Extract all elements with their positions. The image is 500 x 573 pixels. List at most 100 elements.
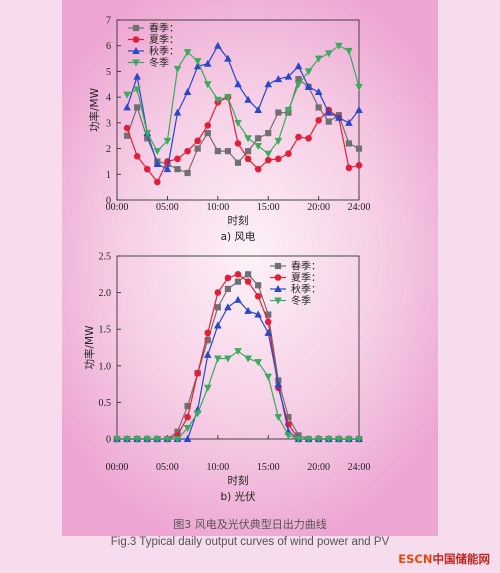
data-point: [265, 311, 272, 318]
data-point: [184, 147, 191, 155]
data-point: [355, 106, 363, 113]
data-point: [163, 165, 172, 173]
data-point: [244, 155, 252, 163]
data-point: [214, 355, 222, 363]
data-point: [224, 303, 232, 311]
chart-caption: a) 风电: [221, 230, 256, 243]
data-point: [224, 94, 232, 102]
data-point: [144, 135, 151, 142]
data-point: [214, 148, 221, 155]
y-tick-label: 7: [106, 16, 111, 27]
data-point: [264, 328, 273, 336]
data-point: [255, 282, 262, 289]
data-point: [314, 55, 323, 63]
legend-marker: [132, 24, 140, 32]
y-tick-label: 3: [106, 118, 111, 129]
y-tick-label: 2: [106, 144, 111, 155]
legend-marker: [274, 285, 282, 292]
data-point: [244, 135, 252, 143]
chart-wind: 00:00 05:00 10:00 15:00 20:00 24:00 0 1 2 3 4 5 6 7 时刻…: [88, 16, 370, 244]
legend-marker: [274, 297, 282, 305]
data-point: [335, 113, 343, 121]
series-1: [123, 93, 363, 186]
x-tick-label: 00:00: [106, 202, 129, 213]
data-point: [324, 50, 333, 58]
data-point: [244, 306, 252, 314]
data-point: [244, 271, 252, 278]
data-point: [254, 310, 262, 318]
data-point: [234, 119, 242, 127]
data-point: [254, 359, 262, 367]
data-point: [264, 80, 273, 88]
data-point: [335, 42, 343, 50]
data-point: [224, 285, 232, 293]
data-point: [264, 156, 272, 164]
x-tick-label: 15:00: [257, 202, 280, 213]
data-point: [174, 428, 181, 435]
y-tick-label: 0: [106, 435, 111, 446]
data-point: [325, 118, 332, 125]
legend-label: 秋季：: [291, 283, 321, 296]
data-point: [174, 155, 181, 163]
data-point: [153, 436, 162, 443]
data-point: [143, 436, 152, 443]
legend-label: 夏季：: [291, 272, 321, 284]
data-point: [134, 104, 141, 111]
data-point: [234, 140, 242, 147]
data-point: [304, 436, 313, 443]
legend-marker: [274, 262, 282, 270]
data-point: [244, 278, 252, 285]
data-point: [284, 72, 293, 80]
x-tick-label: 24:00: [348, 462, 371, 473]
data-point: [214, 96, 222, 104]
data-point: [345, 164, 353, 172]
data-point: [194, 137, 201, 145]
data-point: [203, 350, 212, 358]
chart-caption: b) 光伏: [220, 490, 256, 503]
data-point: [234, 159, 242, 166]
data-point: [224, 54, 232, 62]
data-point: [153, 160, 162, 167]
data-point: [123, 124, 131, 132]
figure-panel: [62, 0, 438, 536]
legend-marker: [132, 59, 140, 67]
data-point: [224, 148, 232, 155]
legend-label: 春季：: [291, 261, 321, 273]
x-axis-label: 时刻: [228, 474, 249, 487]
data-point: [275, 109, 282, 116]
data-point: [294, 62, 303, 70]
data-point: [214, 304, 221, 311]
data-point: [173, 108, 182, 116]
data-point: [264, 150, 273, 158]
data-point: [203, 59, 212, 67]
y-tick-label: 1.0: [99, 361, 112, 372]
plot-frame: [116, 255, 360, 440]
data-point: [345, 118, 353, 126]
data-point: [355, 145, 363, 152]
data-point: [254, 165, 262, 173]
y-tick-label: 6: [106, 41, 111, 52]
data-point: [255, 135, 262, 142]
data-point: [214, 289, 222, 296]
data-point: [224, 274, 232, 282]
data-point: [123, 91, 131, 99]
x-tick-label: 20:00: [307, 462, 330, 473]
y-tick-label: 2.0: [99, 288, 112, 299]
y-axis-label: 功率/MW: [88, 87, 101, 132]
data-point: [194, 145, 201, 152]
data-point: [204, 130, 211, 137]
data-point: [274, 380, 283, 388]
legend: 春季：夏季：秋季：冬季: [270, 261, 321, 307]
x-tick-label: 10:00: [206, 202, 229, 213]
data-point: [265, 130, 272, 137]
y-tick-label: 5: [106, 67, 111, 78]
data-point: [193, 62, 202, 70]
x-tick-label: 05:00: [156, 202, 179, 213]
data-point: [193, 410, 202, 418]
data-point: [194, 369, 201, 377]
data-point: [204, 337, 211, 344]
series-3: [113, 348, 363, 443]
data-point: [285, 150, 292, 158]
x-tick-label: 20:00: [307, 202, 330, 213]
series-line: [117, 299, 359, 440]
